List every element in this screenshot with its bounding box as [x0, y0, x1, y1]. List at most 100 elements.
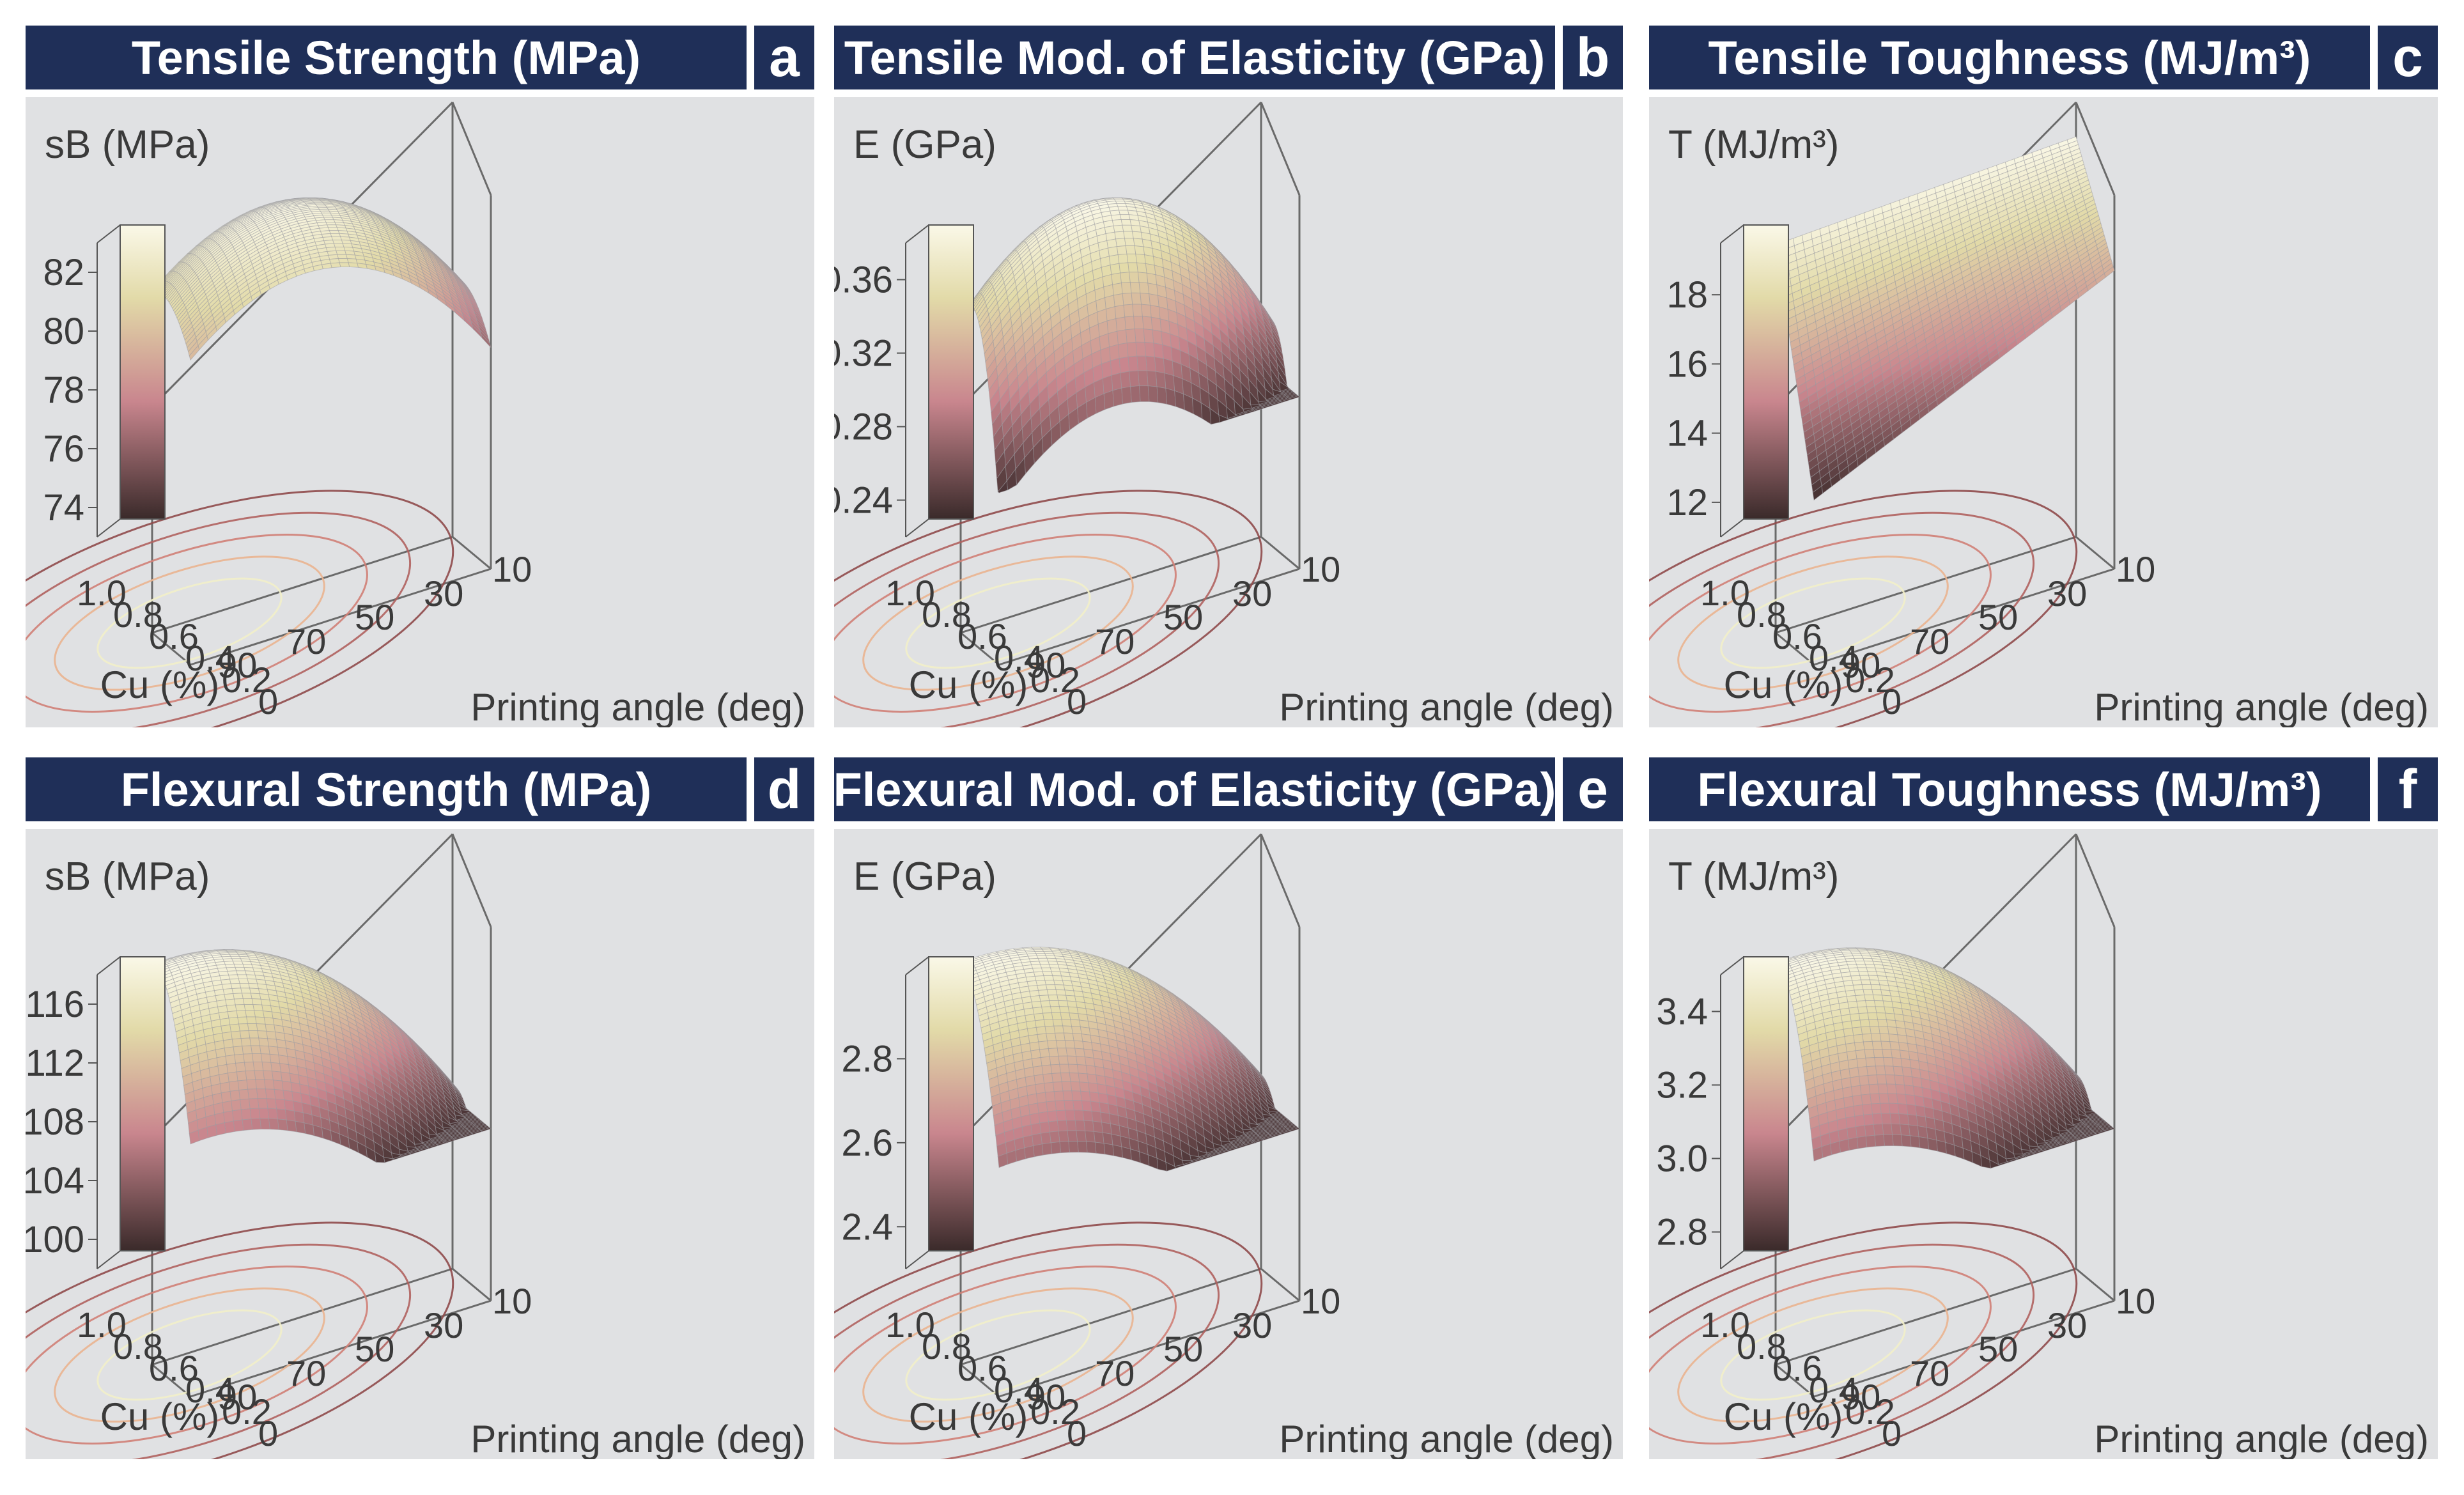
surface-cell	[1127, 262, 1138, 273]
surface-cell	[240, 1098, 251, 1110]
contour-line	[97, 577, 283, 669]
z-tick-label: 12	[1666, 482, 1708, 523]
x-tick-label: 0.6	[957, 616, 1007, 656]
surface-cell	[1113, 224, 1124, 233]
surface-cell	[1143, 329, 1154, 344]
surface-cell	[247, 1088, 258, 1099]
surface-cell	[263, 1070, 274, 1081]
surface-cell	[242, 1045, 253, 1055]
surface-cell	[254, 1010, 265, 1018]
panel-e: Flexural Mod. of Elasticity (GPa) e E (GPa…	[833, 757, 1623, 1459]
surface-cell	[215, 1122, 226, 1136]
surface-cell	[252, 1004, 264, 1012]
surface-cell	[240, 1108, 252, 1120]
surface-cell	[1136, 355, 1147, 371]
surface-cell	[323, 217, 334, 221]
z-tick-label: 0.24	[834, 480, 893, 522]
y-tick-label: 10	[492, 1281, 532, 1321]
colorbar	[928, 224, 974, 520]
axis-box	[151, 101, 492, 666]
colorbar-edge	[1720, 518, 1744, 538]
surface-cell	[1036, 955, 1048, 959]
surface-cell	[267, 1038, 278, 1048]
surface-cell	[249, 988, 260, 995]
surface-cell	[268, 1046, 279, 1056]
surface-cell	[229, 1089, 241, 1101]
surface-cell	[258, 1108, 270, 1119]
panel-letter: b	[1563, 26, 1623, 89]
surface-cell	[1149, 304, 1161, 320]
surface-cell	[1164, 373, 1175, 391]
z-tick-label: 112	[26, 1042, 84, 1084]
x-tick-label: 0.6	[149, 1348, 199, 1388]
surface-cell	[1120, 371, 1131, 389]
surface-cell	[245, 1070, 256, 1081]
panel-letter: d	[754, 757, 814, 821]
surface-cell	[257, 1098, 268, 1109]
surface-cell	[237, 1016, 248, 1025]
surface-cell	[1119, 356, 1130, 374]
surface-cell	[1145, 355, 1156, 372]
surface-plot: E (GPa)0.240.280.320.361.00.80.60.40.20C…	[834, 97, 1623, 727]
z-tick-label: 18	[1666, 274, 1708, 316]
panel-b: Tensile Mod. of Elasticity (GPa) b E (GPa)…	[834, 26, 1623, 727]
surface-cell	[1117, 253, 1129, 264]
surface-cell	[329, 230, 340, 234]
surface-cell	[231, 1038, 243, 1048]
surface-cell	[322, 215, 334, 218]
surface-cell	[1174, 390, 1185, 410]
colorbar-edge	[1720, 224, 1744, 244]
surface-cell	[337, 254, 348, 259]
surface-cell	[1126, 341, 1138, 357]
surface-cell	[228, 1017, 240, 1025]
surface-cell	[330, 233, 341, 237]
surface-cell	[276, 1108, 287, 1120]
contour-line	[834, 511, 1220, 727]
x-tick-label: 0.2	[222, 1391, 272, 1432]
surface-cell	[1126, 329, 1136, 343]
surface-cell	[1147, 385, 1159, 403]
surface-cell	[1109, 344, 1120, 361]
surface-cell	[249, 1108, 261, 1120]
surface-cell	[233, 993, 244, 1000]
colorbar-edge	[905, 224, 929, 244]
colorbar-edge	[97, 518, 121, 538]
z-tick-label: 82	[43, 252, 84, 293]
surface-cell	[1126, 253, 1138, 263]
surface-cell	[1132, 304, 1143, 317]
surface-cell	[254, 1070, 265, 1080]
contour-line	[26, 534, 368, 713]
x-tick-label: 0.4	[994, 638, 1044, 678]
surface-cell	[1122, 292, 1133, 306]
surface-cell	[233, 1119, 244, 1132]
y-tick-label: 90	[217, 1377, 257, 1417]
surface-cell	[256, 1088, 267, 1099]
x-tick-label: 1.0	[77, 573, 127, 613]
surface-cell	[322, 263, 332, 270]
surface-cell	[1152, 329, 1163, 345]
panel-c: Tensile Toughness (MJ/m³) c T (MJ/m³) 12 14 1…	[1649, 26, 2438, 727]
contour-line	[834, 1243, 1220, 1459]
surface-cell	[1124, 238, 1135, 247]
surface-cell	[272, 1071, 283, 1081]
surface-cell	[242, 1119, 253, 1131]
surface-cell	[243, 1053, 254, 1063]
surface-cell	[333, 243, 345, 247]
surface-cell	[261, 1062, 273, 1072]
surface-cell	[238, 978, 249, 984]
colorbar-edge	[97, 224, 121, 244]
surface-cell	[260, 1053, 272, 1063]
y-tick-label: 50	[355, 1329, 394, 1369]
z-tick-label: 80	[43, 311, 84, 352]
y-axis-label: Printing angle (deg)	[470, 1418, 805, 1459]
surface-cell	[229, 978, 240, 984]
panel-title: Flexural Mod. of Elasticity (GPa)	[833, 757, 1556, 821]
x-tick-label: 0	[1067, 681, 1087, 722]
surface-cell	[1135, 341, 1147, 357]
surface-cell	[480, 1127, 492, 1132]
contour-line	[1720, 577, 1906, 669]
y-tick-label: 10	[2116, 549, 2155, 589]
z-tick-label: 74	[43, 487, 84, 529]
surface-cell	[255, 1079, 266, 1090]
